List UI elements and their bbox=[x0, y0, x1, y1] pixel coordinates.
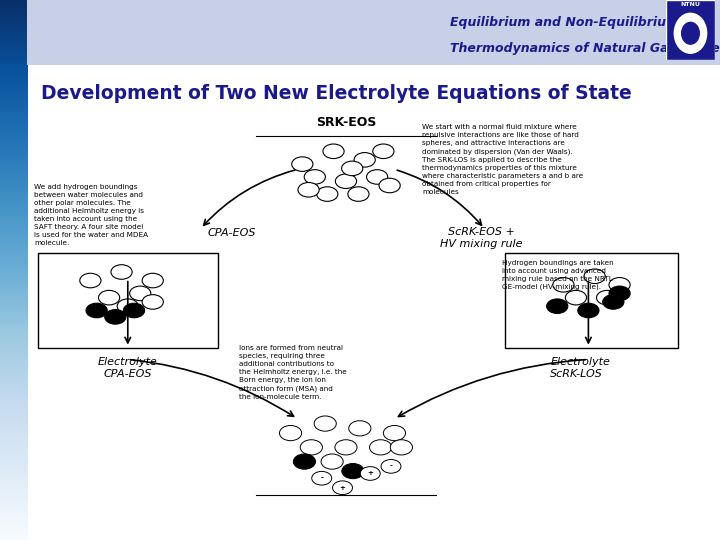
Circle shape bbox=[383, 426, 405, 441]
Circle shape bbox=[80, 273, 101, 288]
Circle shape bbox=[317, 187, 338, 201]
Circle shape bbox=[348, 187, 369, 201]
Circle shape bbox=[86, 303, 107, 318]
Circle shape bbox=[323, 144, 344, 159]
Circle shape bbox=[342, 463, 364, 478]
Circle shape bbox=[142, 273, 163, 288]
Circle shape bbox=[305, 170, 325, 184]
Text: Electrolyte
CPA-EOS: Electrolyte CPA-EOS bbox=[98, 357, 158, 379]
Circle shape bbox=[312, 471, 332, 485]
Circle shape bbox=[360, 467, 380, 480]
Circle shape bbox=[142, 295, 163, 309]
Circle shape bbox=[675, 14, 706, 53]
Circle shape bbox=[336, 174, 356, 188]
Circle shape bbox=[321, 454, 343, 469]
Bar bbox=[505, 253, 678, 348]
Circle shape bbox=[379, 178, 400, 193]
Circle shape bbox=[381, 460, 401, 473]
Text: +: + bbox=[367, 470, 373, 476]
Circle shape bbox=[390, 440, 413, 455]
Circle shape bbox=[333, 481, 353, 495]
Text: Hydrogen boundings are taken
into account using advanced
mixing rule based on th: Hydrogen boundings are taken into accoun… bbox=[502, 260, 613, 290]
Circle shape bbox=[596, 291, 618, 305]
Text: NTNU: NTNU bbox=[680, 2, 701, 8]
Circle shape bbox=[682, 22, 699, 44]
Text: SRK-EOS: SRK-EOS bbox=[316, 116, 376, 129]
Circle shape bbox=[565, 291, 587, 305]
Circle shape bbox=[373, 144, 394, 159]
Text: ScRK-EOS +
HV mixing rule: ScRK-EOS + HV mixing rule bbox=[440, 227, 522, 249]
Circle shape bbox=[293, 454, 315, 469]
Circle shape bbox=[578, 303, 599, 318]
Text: +: + bbox=[340, 485, 346, 491]
Circle shape bbox=[117, 299, 138, 314]
Text: Ions are formed from neutral
species, requiring three
additional contributions t: Ions are formed from neutral species, re… bbox=[238, 345, 346, 400]
Circle shape bbox=[341, 161, 363, 176]
Text: Development of Two New Electrolyte Equations of State: Development of Two New Electrolyte Equat… bbox=[41, 84, 632, 103]
Circle shape bbox=[348, 421, 371, 436]
Circle shape bbox=[298, 183, 319, 197]
Circle shape bbox=[314, 416, 336, 431]
Circle shape bbox=[123, 303, 145, 318]
Circle shape bbox=[366, 170, 388, 184]
Circle shape bbox=[104, 309, 126, 324]
Text: Electrolyte
ScRK-LOS: Electrolyte ScRK-LOS bbox=[550, 357, 610, 379]
Circle shape bbox=[584, 269, 606, 284]
Circle shape bbox=[130, 286, 151, 301]
Text: -: - bbox=[390, 463, 392, 469]
Circle shape bbox=[292, 157, 313, 171]
Circle shape bbox=[369, 440, 392, 455]
Circle shape bbox=[553, 278, 574, 292]
Circle shape bbox=[609, 286, 630, 301]
Text: CPA-EOS: CPA-EOS bbox=[207, 228, 256, 239]
Text: Equilibrium and Non-Equilibrium: Equilibrium and Non-Equilibrium bbox=[450, 16, 679, 29]
Circle shape bbox=[300, 440, 323, 455]
Text: We start with a normal fluid mixture where
repulsive interactions are like those: We start with a normal fluid mixture whe… bbox=[422, 124, 583, 195]
Circle shape bbox=[335, 440, 357, 455]
Text: We add hydrogen boundings
between water molecules and
other polar molecules. The: We add hydrogen boundings between water … bbox=[35, 184, 148, 246]
Text: Thermodynamics of Natural Gas Processing: Thermodynamics of Natural Gas Processing bbox=[450, 42, 720, 55]
Circle shape bbox=[603, 295, 624, 309]
Circle shape bbox=[111, 265, 132, 279]
Circle shape bbox=[279, 426, 302, 441]
Text: -: - bbox=[320, 475, 323, 481]
Circle shape bbox=[609, 278, 630, 292]
Circle shape bbox=[99, 291, 120, 305]
Bar bbox=[37, 253, 218, 348]
Circle shape bbox=[546, 299, 568, 314]
Circle shape bbox=[354, 153, 375, 167]
